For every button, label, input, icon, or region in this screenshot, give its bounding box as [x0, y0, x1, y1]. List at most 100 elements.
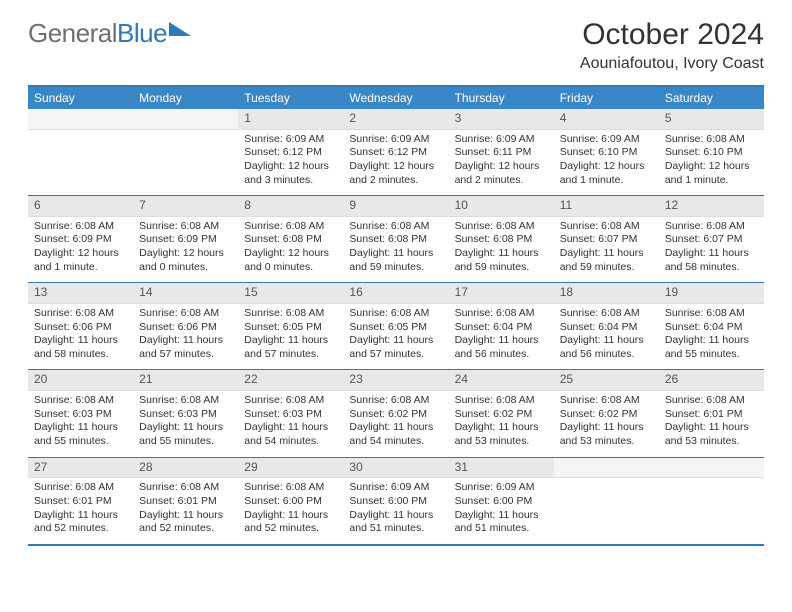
day-header: Wednesday: [343, 87, 448, 109]
header: GeneralBlue October 2024 Aouniafoutou, I…: [28, 18, 764, 73]
day-number: 31: [449, 458, 554, 479]
sunset-text: Sunset: 6:04 PM: [665, 321, 758, 335]
sunset-text: Sunset: 6:12 PM: [349, 146, 442, 160]
sunset-text: Sunset: 6:04 PM: [560, 321, 653, 335]
daylight-text: Daylight: 12 hours and 3 minutes.: [244, 160, 337, 187]
sunrise-text: Sunrise: 6:08 AM: [244, 394, 337, 408]
daylight-text: Daylight: 11 hours and 55 minutes.: [665, 334, 758, 361]
day-number: 20: [28, 370, 133, 391]
day-number: 26: [659, 370, 764, 391]
daylight-text: Daylight: 11 hours and 57 minutes.: [244, 334, 337, 361]
day-details: [28, 130, 133, 186]
day-details: Sunrise: 6:08 AMSunset: 6:06 PMDaylight:…: [28, 304, 133, 370]
page-title: October 2024: [580, 18, 764, 51]
daylight-text: Daylight: 11 hours and 57 minutes.: [349, 334, 442, 361]
sunrise-text: Sunrise: 6:08 AM: [244, 220, 337, 234]
sunset-text: Sunset: 6:01 PM: [139, 495, 232, 509]
logo-word2: Blue: [117, 18, 167, 49]
sunset-text: Sunset: 6:03 PM: [139, 408, 232, 422]
week-row: 27Sunrise: 6:08 AMSunset: 6:01 PMDayligh…: [28, 457, 764, 544]
day-number: 3: [449, 109, 554, 130]
day-cell: 13Sunrise: 6:08 AMSunset: 6:06 PMDayligh…: [28, 283, 133, 369]
sunrise-text: Sunrise: 6:08 AM: [349, 220, 442, 234]
daylight-text: Daylight: 11 hours and 51 minutes.: [455, 509, 548, 536]
daylight-text: Daylight: 11 hours and 52 minutes.: [34, 509, 127, 536]
day-details: Sunrise: 6:08 AMSunset: 6:09 PMDaylight:…: [28, 217, 133, 283]
day-cell: 3Sunrise: 6:09 AMSunset: 6:11 PMDaylight…: [449, 109, 554, 195]
sunset-text: Sunset: 6:08 PM: [455, 233, 548, 247]
day-number: 10: [449, 196, 554, 217]
sunset-text: Sunset: 6:01 PM: [34, 495, 127, 509]
sunset-text: Sunset: 6:09 PM: [34, 233, 127, 247]
day-number: 5: [659, 109, 764, 130]
day-number: 4: [554, 109, 659, 130]
day-number: 9: [343, 196, 448, 217]
day-number: 11: [554, 196, 659, 217]
day-number: 17: [449, 283, 554, 304]
daylight-text: Daylight: 11 hours and 55 minutes.: [139, 421, 232, 448]
day-details: [133, 130, 238, 186]
day-details: Sunrise: 6:08 AMSunset: 6:01 PMDaylight:…: [133, 478, 238, 544]
day-details: Sunrise: 6:08 AMSunset: 6:08 PMDaylight:…: [343, 217, 448, 283]
day-number: 6: [28, 196, 133, 217]
day-cell: 28Sunrise: 6:08 AMSunset: 6:01 PMDayligh…: [133, 458, 238, 544]
daylight-text: Daylight: 12 hours and 0 minutes.: [139, 247, 232, 274]
day-cell: 6Sunrise: 6:08 AMSunset: 6:09 PMDaylight…: [28, 196, 133, 282]
day-cell: 14Sunrise: 6:08 AMSunset: 6:06 PMDayligh…: [133, 283, 238, 369]
sunrise-text: Sunrise: 6:08 AM: [665, 307, 758, 321]
sunset-text: Sunset: 6:10 PM: [560, 146, 653, 160]
day-header: Sunday: [28, 87, 133, 109]
sunrise-text: Sunrise: 6:08 AM: [349, 394, 442, 408]
day-details: Sunrise: 6:08 AMSunset: 6:06 PMDaylight:…: [133, 304, 238, 370]
day-details: Sunrise: 6:08 AMSunset: 6:10 PMDaylight:…: [659, 130, 764, 196]
sunset-text: Sunset: 6:00 PM: [349, 495, 442, 509]
day-details: Sunrise: 6:08 AMSunset: 6:04 PMDaylight:…: [554, 304, 659, 370]
sunset-text: Sunset: 6:05 PM: [244, 321, 337, 335]
sunset-text: Sunset: 6:03 PM: [244, 408, 337, 422]
sunset-text: Sunset: 6:06 PM: [139, 321, 232, 335]
daylight-text: Daylight: 11 hours and 53 minutes.: [455, 421, 548, 448]
sunset-text: Sunset: 6:08 PM: [244, 233, 337, 247]
day-cell: 1Sunrise: 6:09 AMSunset: 6:12 PMDaylight…: [238, 109, 343, 195]
day-number: 30: [343, 458, 448, 479]
day-cell: 22Sunrise: 6:08 AMSunset: 6:03 PMDayligh…: [238, 370, 343, 456]
sunrise-text: Sunrise: 6:08 AM: [455, 220, 548, 234]
day-cell: 16Sunrise: 6:08 AMSunset: 6:05 PMDayligh…: [343, 283, 448, 369]
day-details: Sunrise: 6:09 AMSunset: 6:11 PMDaylight:…: [449, 130, 554, 196]
day-details: Sunrise: 6:08 AMSunset: 6:08 PMDaylight:…: [449, 217, 554, 283]
sunset-text: Sunset: 6:04 PM: [455, 321, 548, 335]
day-details: Sunrise: 6:08 AMSunset: 6:07 PMDaylight:…: [659, 217, 764, 283]
sunset-text: Sunset: 6:00 PM: [244, 495, 337, 509]
day-details: Sunrise: 6:08 AMSunset: 6:01 PMDaylight:…: [28, 478, 133, 544]
day-number: 16: [343, 283, 448, 304]
daylight-text: Daylight: 11 hours and 59 minutes.: [455, 247, 548, 274]
sunset-text: Sunset: 6:02 PM: [455, 408, 548, 422]
daylight-text: Daylight: 12 hours and 2 minutes.: [349, 160, 442, 187]
day-header: Monday: [133, 87, 238, 109]
day-number: 25: [554, 370, 659, 391]
day-details: Sunrise: 6:09 AMSunset: 6:12 PMDaylight:…: [238, 130, 343, 196]
sunrise-text: Sunrise: 6:09 AM: [455, 133, 548, 147]
day-number: 29: [238, 458, 343, 479]
day-number: 7: [133, 196, 238, 217]
daylight-text: Daylight: 11 hours and 53 minutes.: [665, 421, 758, 448]
sunrise-text: Sunrise: 6:08 AM: [139, 394, 232, 408]
day-number: [554, 458, 659, 479]
sunrise-text: Sunrise: 6:08 AM: [34, 307, 127, 321]
title-block: October 2024 Aouniafoutou, Ivory Coast: [580, 18, 764, 73]
sunset-text: Sunset: 6:07 PM: [665, 233, 758, 247]
day-number: 8: [238, 196, 343, 217]
day-cell: 10Sunrise: 6:08 AMSunset: 6:08 PMDayligh…: [449, 196, 554, 282]
sunrise-text: Sunrise: 6:08 AM: [560, 220, 653, 234]
day-cell: 20Sunrise: 6:08 AMSunset: 6:03 PMDayligh…: [28, 370, 133, 456]
sunset-text: Sunset: 6:02 PM: [349, 408, 442, 422]
day-number: 23: [343, 370, 448, 391]
sunrise-text: Sunrise: 6:08 AM: [665, 133, 758, 147]
week-row: 1Sunrise: 6:09 AMSunset: 6:12 PMDaylight…: [28, 109, 764, 195]
day-details: Sunrise: 6:09 AMSunset: 6:12 PMDaylight:…: [343, 130, 448, 196]
day-header: Saturday: [659, 87, 764, 109]
day-cell: 19Sunrise: 6:08 AMSunset: 6:04 PMDayligh…: [659, 283, 764, 369]
day-cell: 29Sunrise: 6:08 AMSunset: 6:00 PMDayligh…: [238, 458, 343, 544]
day-cell: 11Sunrise: 6:08 AMSunset: 6:07 PMDayligh…: [554, 196, 659, 282]
weeks-container: 1Sunrise: 6:09 AMSunset: 6:12 PMDaylight…: [28, 109, 764, 544]
